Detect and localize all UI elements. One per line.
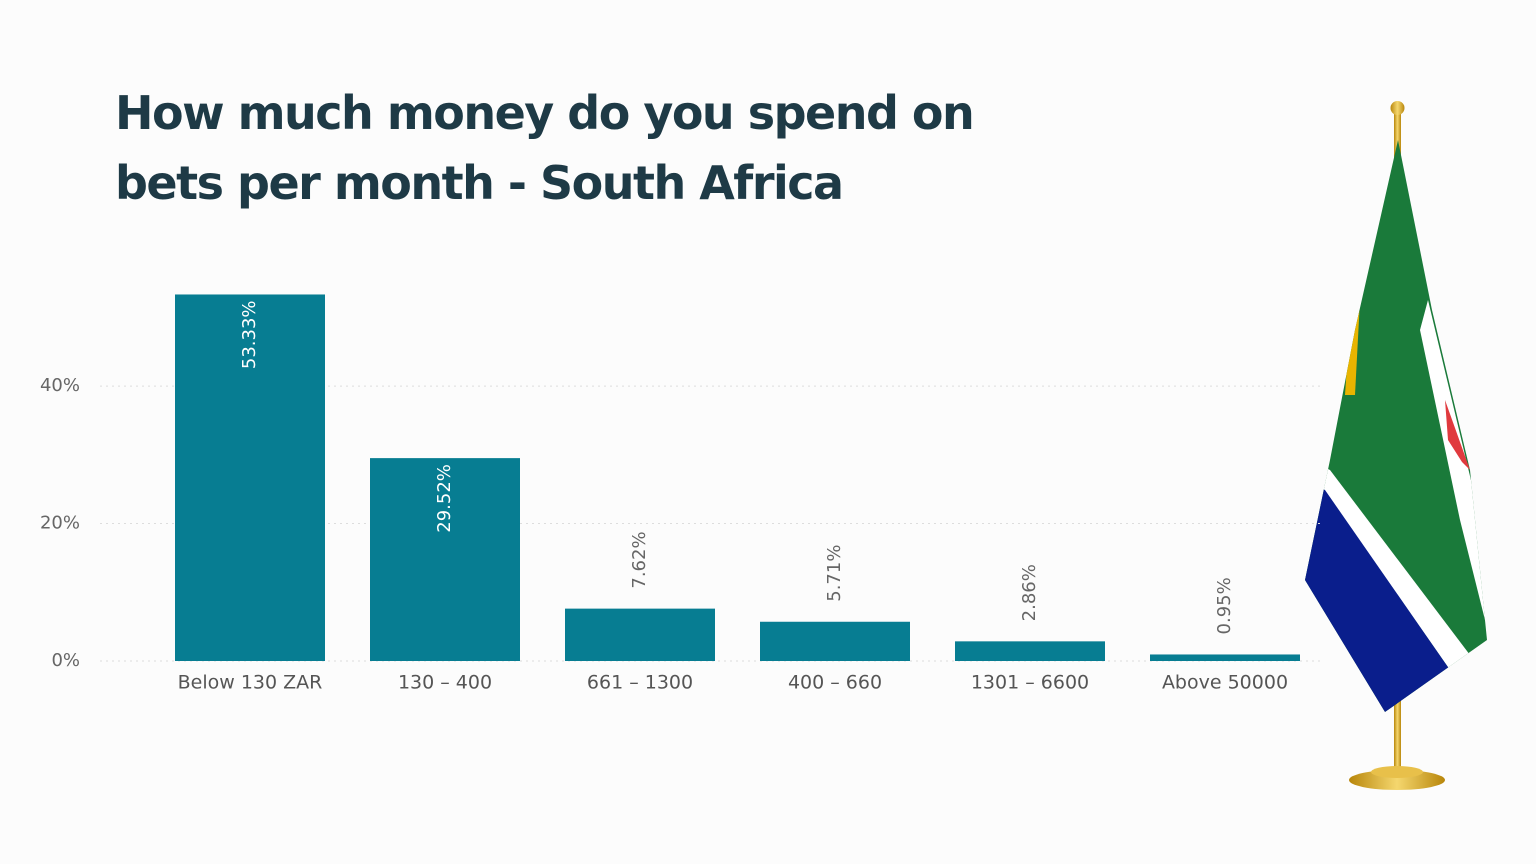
x-tick-label: Above 50000 [1162, 672, 1288, 694]
value-label: 29.52% [434, 464, 455, 533]
bar [565, 608, 715, 661]
flag-illustration [1305, 101, 1487, 790]
value-label: 5.71% [824, 545, 845, 602]
y-tick-label: 20% [40, 513, 80, 534]
bar [955, 641, 1105, 661]
y-tick-label: 40% [40, 375, 80, 396]
value-label: 53.33% [239, 300, 260, 369]
x-tick-label: Below 130 ZAR [178, 672, 323, 694]
bar [175, 294, 325, 661]
x-tick-label: 1301 – 6600 [971, 672, 1089, 694]
chart-title: How much money do you spend on bets per … [115, 86, 975, 210]
bar [760, 621, 910, 661]
bar [370, 458, 520, 661]
x-tick-label: 400 – 660 [788, 672, 882, 694]
bar [1150, 654, 1300, 661]
value-label: 0.95% [1214, 577, 1235, 634]
x-tick-label: 130 – 400 [398, 672, 492, 694]
x-tick-label: 661 – 1300 [587, 672, 693, 694]
value-label: 2.86% [1019, 564, 1040, 621]
y-tick-label: 0% [51, 650, 80, 671]
value-label: 7.62% [629, 531, 650, 588]
